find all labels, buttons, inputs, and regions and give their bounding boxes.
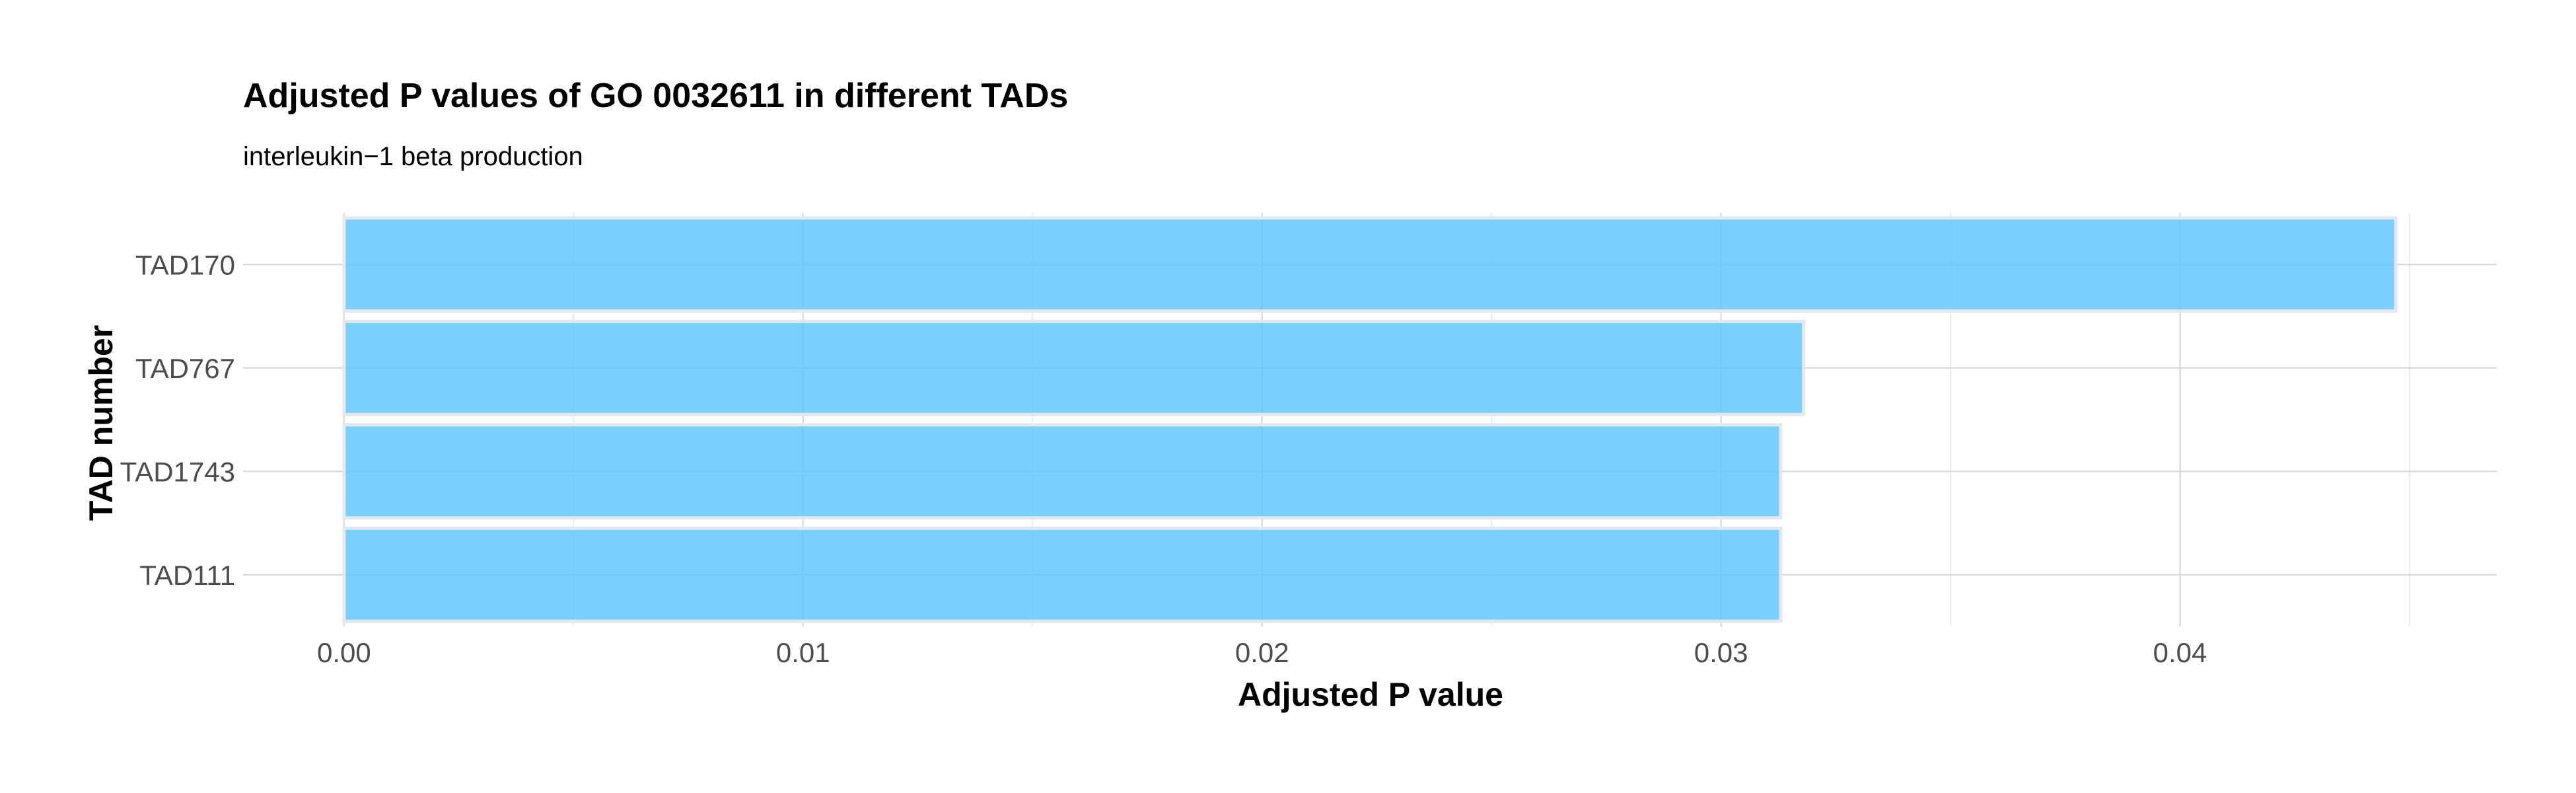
bars [342,216,2398,623]
y-tick-label: TAD170 [135,249,235,280]
bar-tad170 [342,216,2398,313]
bar-tad111 [342,526,1783,623]
x-tick-label: 0.00 [317,637,371,668]
x-axis-title: Adjusted P value [1238,676,1503,713]
y-tick-label: TAD767 [135,353,235,384]
x-tick-labels: 0.00 0.01 0.02 0.03 0.04 [317,637,2207,668]
x-tick-label: 0.01 [776,637,830,668]
chart-subtitle: interleukin−1 beta production [243,142,583,171]
bar-tad1743 [342,423,1783,520]
x-tick-label: 0.03 [1694,637,1748,668]
y-axis-title: TAD number [83,325,120,521]
x-tick-label: 0.04 [2153,637,2207,668]
x-tick-label: 0.02 [1235,637,1289,668]
bar-tad767 [342,319,1806,416]
y-tick-label: TAD1743 [120,456,235,487]
y-tick-label: TAD111 [139,560,235,591]
y-tick-labels: TAD170 TAD767 TAD1743 TAD111 [120,249,235,591]
chart-title: Adjusted P values of GO 0032611 in diffe… [243,77,1068,115]
